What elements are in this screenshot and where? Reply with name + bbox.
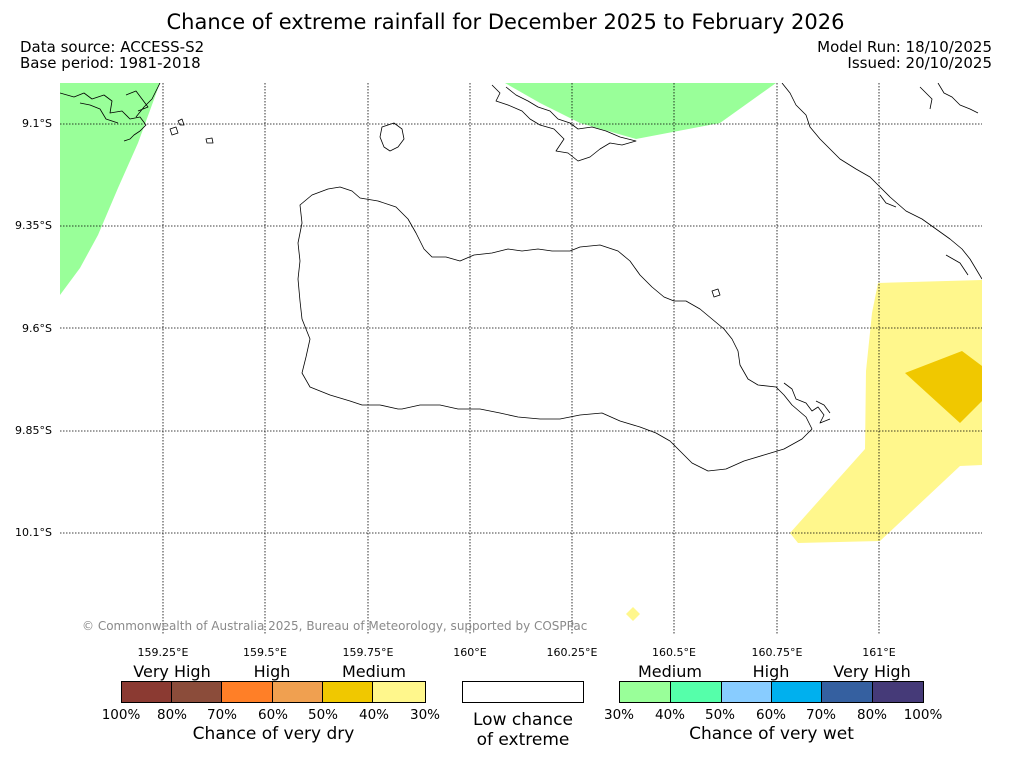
- lon-label: 160.25°E: [546, 646, 598, 659]
- wet-category-label: Medium: [638, 662, 702, 681]
- low-chance-caption: Low chance of extreme: [462, 710, 584, 750]
- dry-region-east-core: [905, 351, 982, 423]
- lat-label: 9.1°S: [22, 117, 52, 130]
- wet-percent-label: 50%: [704, 707, 735, 723]
- base-period-label: Base period: 1981-2018: [20, 54, 201, 72]
- lat-label: 9.85°S: [15, 424, 52, 437]
- islet-nw-1: [169, 126, 179, 136]
- dry-percent-label: 50%: [307, 707, 338, 723]
- wet-swatch: [822, 682, 873, 702]
- lat-label: 10.1°S: [15, 526, 52, 539]
- coast-east: [781, 83, 982, 280]
- lon-label: 160.5°E: [652, 646, 696, 659]
- coast-north: [491, 84, 637, 162]
- islet-nw-3: [177, 118, 185, 126]
- wet-colorbar: [619, 681, 924, 703]
- coast-northwest: [60, 83, 161, 142]
- dry-colorbar: [121, 681, 426, 703]
- wet-legend-caption: Chance of very wet: [689, 724, 854, 744]
- dry-swatch: [222, 682, 273, 702]
- map-title: Chance of extreme rainfall for December …: [166, 10, 845, 34]
- island-main: [297, 186, 813, 472]
- dry-region-small: [626, 607, 640, 621]
- low-chance-swatch: [462, 681, 584, 703]
- wet-category-label: Very High: [833, 662, 911, 681]
- lat-label: 9.6°S: [22, 322, 52, 335]
- dry-swatch: [323, 682, 373, 702]
- wet-region-northwest: [60, 83, 160, 295]
- data-source-label: Data source: ACCESS-S2: [20, 38, 205, 56]
- lon-label: 159.75°E: [342, 646, 394, 659]
- wet-percent-label: 30%: [603, 707, 634, 723]
- gridlines: [60, 83, 982, 635]
- wet-swatch: [873, 682, 923, 702]
- map-svg: [60, 83, 982, 635]
- wet-swatch: [772, 682, 822, 702]
- dry-category-label: Medium: [342, 662, 406, 681]
- low-chance-line1: Low chance: [473, 710, 573, 730]
- issued-label: Issued: 20/10/2025: [847, 54, 992, 72]
- coastlines: [60, 83, 982, 472]
- dry-legend-caption: Chance of very dry: [192, 724, 355, 744]
- wet-percent-label: 70%: [805, 707, 836, 723]
- lon-label: 160.75°E: [751, 646, 803, 659]
- wet-category-label: High: [752, 662, 790, 681]
- rainfall-map: [60, 83, 982, 635]
- dry-category-label: Very High: [133, 662, 211, 681]
- dry-percent-label: 40%: [358, 707, 389, 723]
- wet-percent-label: 40%: [654, 707, 685, 723]
- islet-nw-2: [205, 137, 214, 144]
- dry-swatch: [122, 682, 172, 702]
- dry-category-label: High: [253, 662, 291, 681]
- model-run-label: Model Run: 18/10/2025: [817, 38, 992, 56]
- dry-swatch: [373, 682, 425, 702]
- wet-swatch: [722, 682, 772, 702]
- lon-label: 161°E: [862, 646, 896, 659]
- wet-percent-label: 80%: [856, 707, 887, 723]
- lon-label: 159.25°E: [137, 646, 189, 659]
- coast-southeast: [783, 382, 831, 424]
- dry-region-east: [790, 280, 982, 543]
- wet-region-north: [505, 83, 776, 139]
- lon-label: 160°E: [453, 646, 487, 659]
- lat-label: 9.35°S: [15, 219, 52, 232]
- wet-swatch: [620, 682, 671, 702]
- dry-percent-label: 60%: [257, 707, 288, 723]
- islet-se-1: [711, 288, 721, 298]
- dry-percent-label: 30%: [409, 707, 440, 723]
- wet-percent-label: 60%: [755, 707, 786, 723]
- island-small-central: [379, 122, 405, 152]
- dry-percent-label: 100%: [101, 707, 141, 723]
- lon-label: 159.5°E: [243, 646, 287, 659]
- wet-percent-label: 100%: [903, 707, 943, 723]
- dry-swatch: [172, 682, 222, 702]
- dry-percent-label: 70%: [206, 707, 237, 723]
- dry-swatch: [273, 682, 323, 702]
- copyright-notice: © Commonwealth of Australia 2025, Bureau…: [82, 619, 588, 633]
- dry-percent-label: 80%: [156, 707, 187, 723]
- low-chance-line2: of extreme: [476, 730, 570, 750]
- wet-swatch: [671, 682, 722, 702]
